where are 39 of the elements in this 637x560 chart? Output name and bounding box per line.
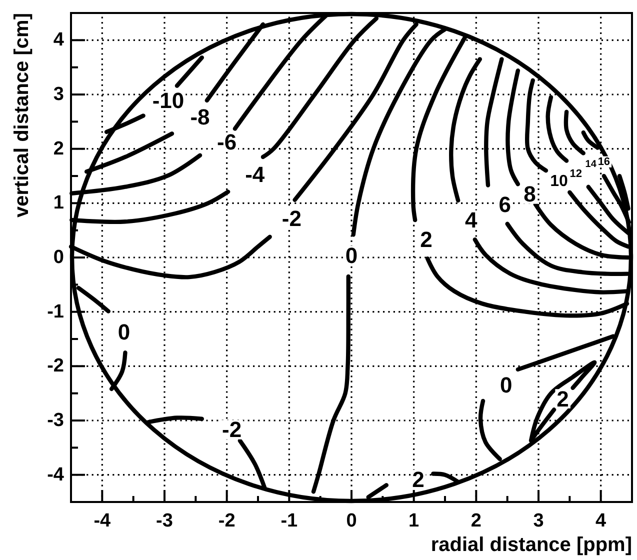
y-axis-title: vertical distance [cm] (11, 13, 33, 218)
series-label: -2 (282, 206, 302, 231)
series-label: -4 (245, 162, 266, 187)
series-label: -2 (222, 417, 242, 442)
x-tick-label: -3 (156, 510, 173, 532)
series-label: 10 (550, 172, 568, 190)
x-tick-label: 3 (533, 510, 544, 532)
y-tick-label: 4 (53, 30, 64, 51)
y-tick-label: 3 (53, 84, 64, 105)
x-tick-label: -1 (280, 510, 298, 532)
series-label: -8 (190, 104, 210, 130)
y-tick-label: -1 (47, 301, 64, 322)
x-tick-label: 4 (596, 510, 607, 532)
x-tick-label: 0 (346, 510, 357, 532)
series-label: 2 (420, 226, 432, 252)
x-tick-label: -4 (94, 510, 112, 532)
series-label: 2 (556, 386, 569, 412)
x-tick-label: -2 (218, 510, 236, 532)
series-label: 16 (598, 156, 610, 168)
series-label: 14 (585, 159, 597, 170)
x-axis-title: radial distance [ppm] (430, 534, 632, 556)
series-label: 0 (118, 319, 130, 344)
series-label: 4 (465, 208, 478, 233)
series-label: -6 (217, 130, 237, 155)
y-tick-label: -4 (47, 464, 64, 486)
x-tick-label: 2 (470, 510, 482, 532)
y-tick-label: 2 (53, 138, 64, 160)
series-label: 0 (500, 372, 512, 398)
series-label: 0 (345, 243, 358, 268)
y-tick-label: 1 (53, 192, 64, 214)
series-label: 6 (498, 192, 511, 218)
y-tick-label: -3 (47, 410, 64, 431)
series-label: 8 (524, 182, 536, 207)
series-label: 12 (570, 168, 582, 180)
series-label: 2 (412, 466, 424, 492)
y-tick-label: -2 (47, 356, 64, 377)
series-label: -10 (152, 88, 184, 114)
x-tick-label: 1 (408, 510, 420, 532)
y-tick-label: 0 (53, 247, 64, 268)
